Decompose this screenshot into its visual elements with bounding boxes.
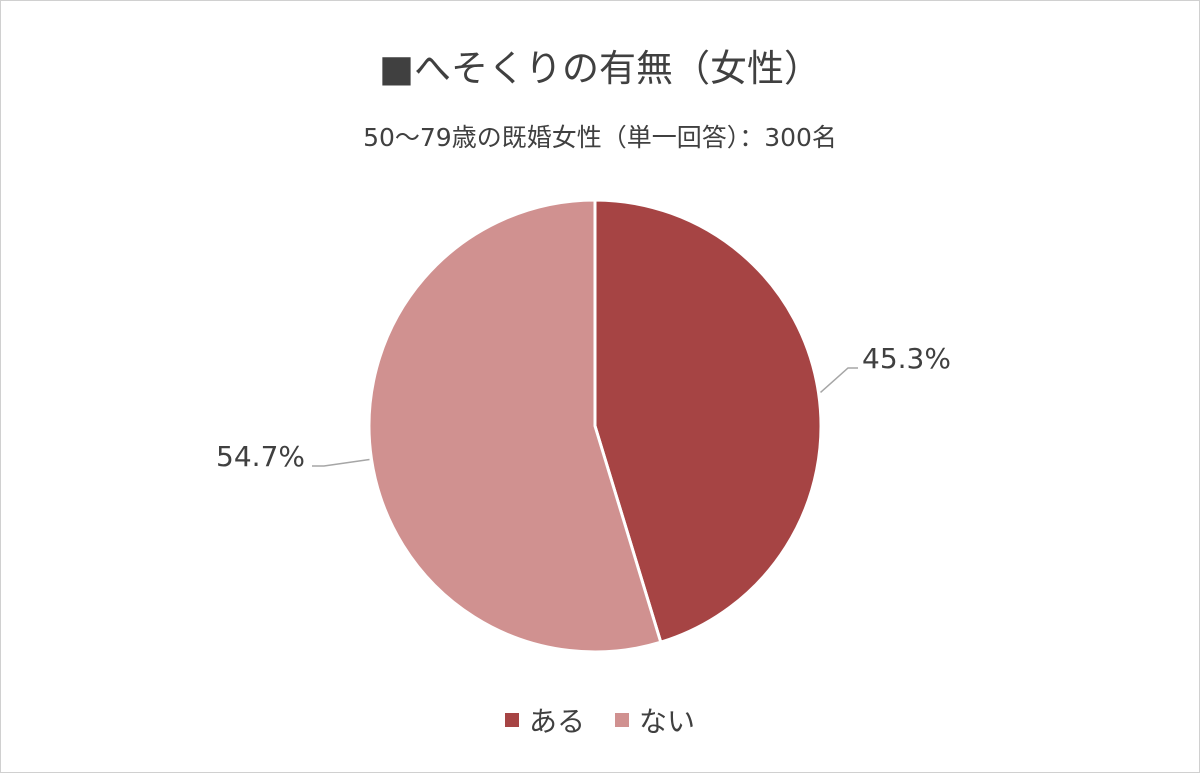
legend-item-nai: ない	[615, 700, 695, 740]
data-label-nai: 54.7%	[216, 440, 305, 473]
chart-subtitle: 50～79歳の既婚女性（単一回答）：300名	[363, 123, 837, 152]
legend-swatch-nai	[615, 713, 629, 727]
leader-line-nai	[312, 458, 370, 467]
chart-title: ■へそくりの有無（女性）	[379, 47, 821, 90]
legend-swatch-aru	[504, 713, 519, 727]
chart-legend: ある ない	[0, 700, 1200, 740]
data-label-aru: 45.3%	[862, 342, 951, 375]
leader-line-aru	[820, 367, 858, 394]
legend-label-nai: ない	[639, 705, 696, 738]
pie-slice-nai	[367, 198, 663, 654]
pie-slice-aru	[593, 198, 823, 645]
legend-item-aru: ある	[504, 700, 585, 740]
legend-label-aru: ある	[528, 705, 585, 738]
